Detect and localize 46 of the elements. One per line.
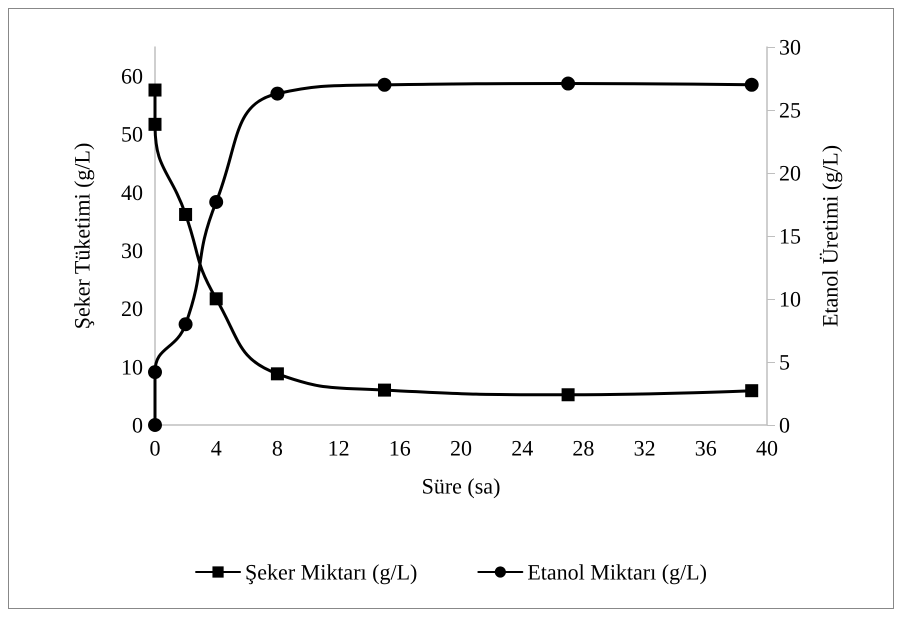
x-tick-label: 4 — [210, 436, 222, 460]
x-tick-label: 16 — [388, 436, 411, 460]
point — [562, 388, 575, 402]
point — [178, 317, 193, 332]
y2-tick-label: 0 — [779, 412, 790, 438]
y2-tick-label: 30 — [779, 34, 801, 60]
point — [378, 78, 392, 92]
x-tick-label: 0 — [150, 436, 160, 460]
x-tick-label: 20 — [450, 436, 472, 460]
y-tick-label: 40 — [121, 180, 143, 205]
legend-label: Etanol Miktarı (g/L) — [527, 560, 707, 584]
x-tick-label: 36 — [694, 436, 717, 460]
point — [148, 418, 162, 432]
point — [744, 78, 759, 92]
y2-tick-label: 5 — [779, 350, 790, 374]
y-tick-label: 0 — [132, 412, 143, 438]
x-tick-label: 28 — [572, 436, 594, 460]
x-tick-label: 40 — [756, 436, 778, 460]
point — [148, 84, 162, 97]
y2-axis-title: Etanol Üretimi (g/L) — [818, 144, 842, 328]
y2-tick-label: 20 — [779, 160, 801, 186]
y-tick-label: 20 — [121, 296, 143, 322]
y2-tick-label: 15 — [779, 224, 801, 248]
y2-tick-label: 10 — [779, 286, 801, 312]
point — [179, 208, 192, 221]
y-tick-label: 50 — [121, 122, 143, 147]
y-tick-label: 30 — [121, 238, 143, 264]
point — [378, 384, 391, 397]
point — [148, 365, 162, 380]
x-tick-label: 8 — [272, 436, 283, 460]
point — [270, 367, 284, 380]
x-tick-label: 12 — [328, 436, 350, 460]
legend-label: Şeker Miktarı (g/L) — [245, 560, 418, 584]
point — [745, 384, 758, 398]
y-tick-label: 10 — [121, 354, 143, 380]
point — [209, 194, 224, 209]
x-tick-label: 32 — [634, 436, 656, 460]
y-axis-title: Şeker Tüketimi (g/L) — [70, 142, 94, 330]
point — [561, 76, 576, 91]
x-axis-title: Süre (sa) — [422, 474, 500, 498]
point — [148, 118, 162, 131]
x-tick-label: 24 — [511, 436, 534, 460]
y-tick-label: 60 — [121, 64, 143, 89]
point — [270, 86, 284, 101]
point — [210, 292, 223, 306]
y2-tick-label: 25 — [779, 98, 801, 122]
